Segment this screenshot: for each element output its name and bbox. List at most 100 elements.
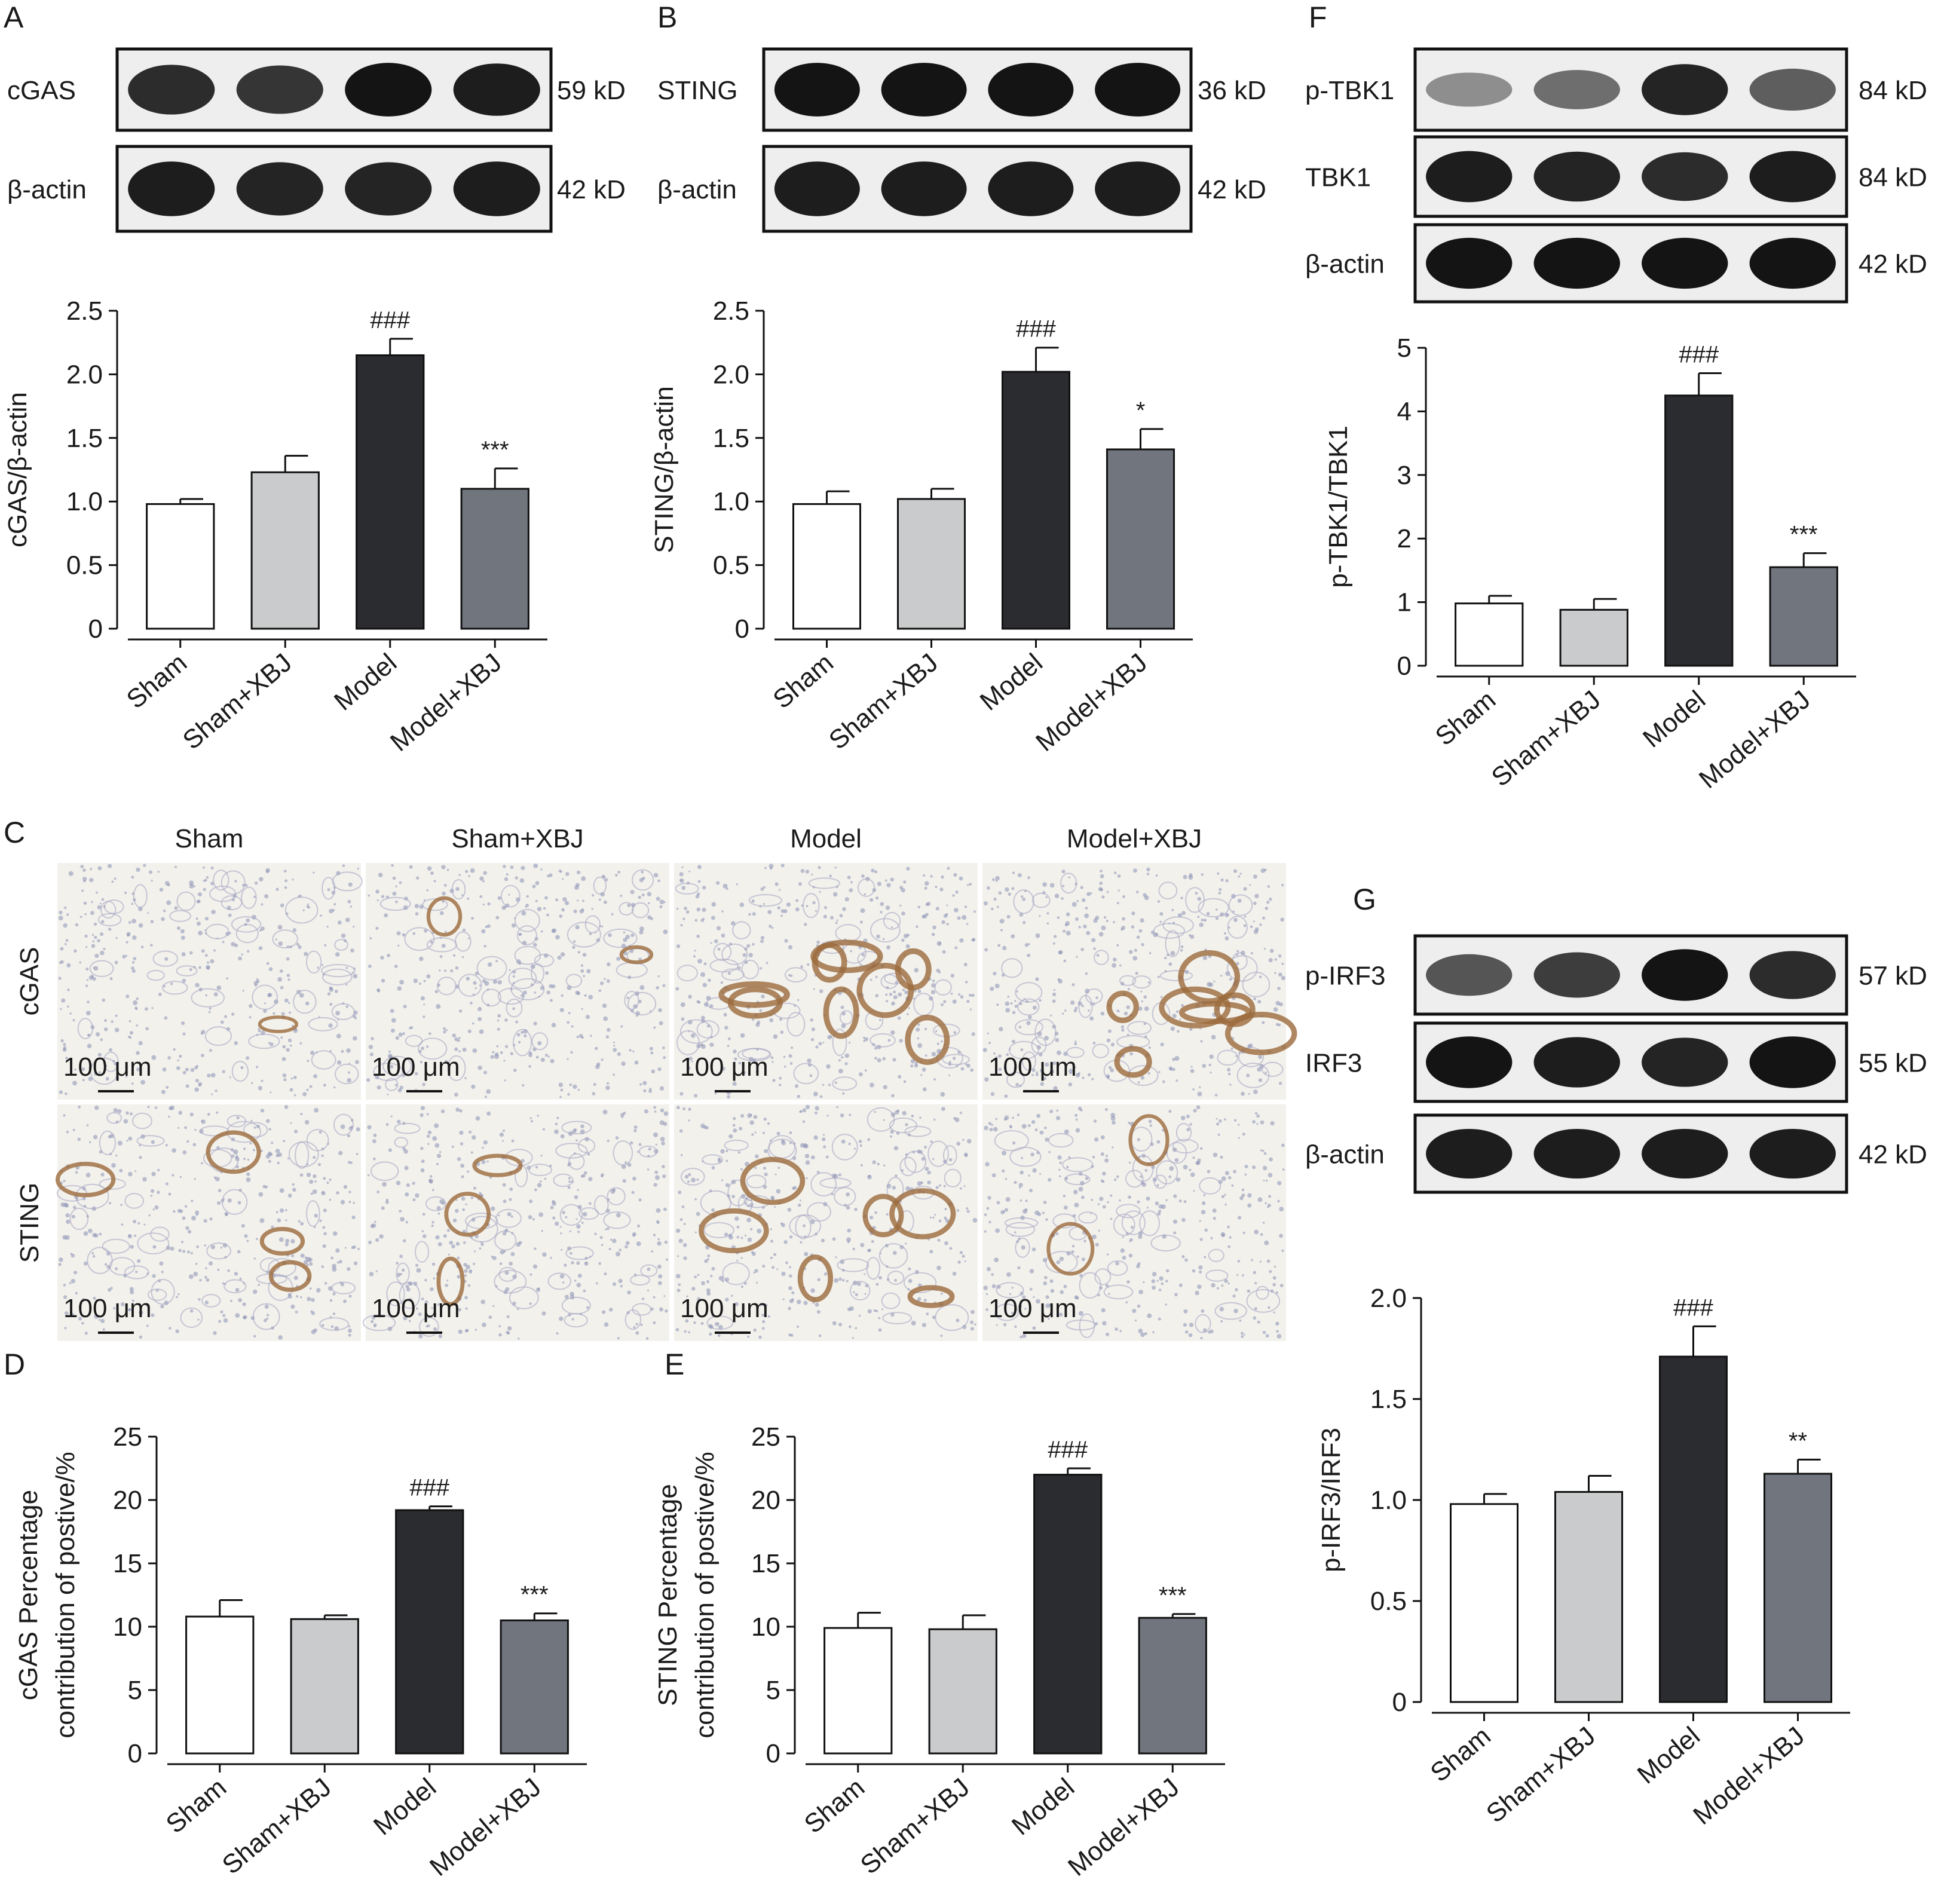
ihc-nucleus [890, 877, 895, 882]
ihc-nucleus [418, 1334, 423, 1339]
blot-band [1749, 1036, 1836, 1088]
ihc-nucleus [472, 1022, 474, 1025]
ihc-nucleus [79, 961, 82, 964]
ihc-nucleus [189, 1112, 194, 1116]
ihc-nucleus [924, 881, 929, 886]
ihc-nucleus [532, 1218, 535, 1221]
bar-sham-xbj [290, 1618, 359, 1755]
ihc-nucleus [700, 1322, 704, 1326]
ihc-nucleus [658, 1274, 663, 1279]
ihc-nucleus [387, 953, 391, 957]
ihc-nucleus [146, 1324, 149, 1327]
ihc-nucleus [1214, 1094, 1218, 1097]
ihc-nucleus [998, 891, 1002, 895]
ihc-nucleus [451, 1145, 454, 1148]
ihc-nucleus [85, 968, 89, 971]
bar-model-xbj [500, 1619, 569, 1755]
ihc-nucleus [711, 902, 717, 907]
ihc-alveolus [1261, 1061, 1284, 1077]
ihc-nucleus [1233, 869, 1238, 873]
ihc-column-header: Model [790, 824, 862, 853]
ihc-alveolus [624, 1309, 642, 1330]
ihc-nucleus [1132, 1309, 1137, 1314]
significance-marker: *** [481, 437, 509, 463]
ihc-alveolus [994, 1303, 1019, 1321]
ihc-nucleus [859, 1144, 862, 1147]
ihc-nucleus [940, 1334, 943, 1337]
ihc-nucleus [277, 1218, 281, 1223]
ihc-nucleus [403, 1005, 407, 1009]
ihc-nucleus [1269, 898, 1272, 901]
ihc-alveolus [386, 1281, 405, 1306]
ihc-nucleus [242, 1302, 246, 1306]
ihc-nucleus [625, 935, 630, 939]
ihc-nucleus [1281, 1143, 1285, 1147]
ihc-nucleus [1265, 1202, 1267, 1205]
ihc-nucleus [497, 980, 502, 985]
ihc-nucleus [785, 1261, 788, 1265]
ihc-nucleus [234, 1041, 238, 1045]
ihc-alveolus [506, 999, 523, 1018]
ihc-nucleus [781, 1272, 786, 1277]
ihc-nucleus [1073, 1009, 1077, 1012]
ihc-nucleus [852, 1337, 855, 1339]
ihc-nucleus [178, 1110, 183, 1115]
ihc-alveolus [784, 967, 807, 982]
ihc-nucleus [946, 904, 948, 907]
ihc-nucleus [313, 1174, 317, 1178]
ihc-nucleus [766, 962, 769, 965]
ihc-nucleus [139, 1156, 142, 1159]
ihc-nucleus [100, 1318, 105, 1324]
ihc-nucleus [781, 1223, 785, 1228]
ihc-nucleus [342, 864, 345, 867]
ihc-nucleus [560, 1134, 565, 1138]
ihc-nucleus [454, 1092, 458, 1097]
ihc-nucleus [233, 1149, 238, 1155]
ihc-nucleus [91, 901, 93, 904]
ihc-nucleus [258, 1086, 262, 1091]
ihc-alveolus [137, 1232, 170, 1254]
ihc-nucleus [748, 1199, 751, 1201]
ihc-nucleus [93, 922, 97, 926]
ihc-nucleus [583, 1171, 587, 1175]
ihc-nucleus [113, 1307, 116, 1310]
ihc-nucleus [625, 1241, 630, 1245]
ihc-nucleus [985, 1162, 990, 1167]
ihc-nucleus [943, 914, 948, 918]
ihc-nucleus [1259, 1260, 1262, 1263]
ihc-nucleus [895, 1110, 899, 1115]
ihc-nucleus [995, 876, 1000, 881]
ihc-nucleus [191, 1216, 196, 1221]
ihc-nucleus [732, 1124, 736, 1127]
ihc-nucleus [218, 1189, 222, 1192]
ihc-alveolus [243, 1122, 268, 1138]
ihc-nucleus [434, 990, 439, 993]
ihc-nucleus [1201, 919, 1204, 922]
ihc-nucleus [329, 1003, 333, 1006]
ihc-nucleus [1213, 1152, 1218, 1158]
ihc-nucleus [1178, 1283, 1183, 1287]
ihc-nucleus [1146, 1196, 1150, 1201]
ihc-nucleus [140, 945, 144, 949]
ihc-nucleus [1236, 962, 1239, 966]
ihc-nucleus [294, 1129, 298, 1134]
ihc-alveolus [497, 987, 525, 1005]
ihc-nucleus [415, 1263, 419, 1267]
ihc-nucleus [639, 878, 644, 883]
ihc-nucleus [917, 1181, 922, 1186]
ihc-nucleus [1032, 1326, 1036, 1330]
ihc-nucleus [982, 1048, 987, 1052]
ihc-nucleus [209, 1217, 213, 1221]
ihc-nucleus [675, 987, 679, 991]
ihc-nucleus [1262, 1021, 1265, 1024]
ihc-nucleus [1110, 1217, 1113, 1220]
ihc-nucleus [431, 1225, 434, 1228]
ihc-alveolus [1107, 1260, 1128, 1276]
ihc-nucleus [394, 1083, 397, 1086]
ihc-nucleus [397, 1311, 400, 1314]
ihc-nucleus [1253, 1089, 1258, 1094]
ihc-nucleus [271, 1225, 274, 1229]
ihc-nucleus [731, 1294, 733, 1297]
ihc-nucleus [1059, 1256, 1064, 1262]
ihc-nucleus [1080, 886, 1083, 889]
